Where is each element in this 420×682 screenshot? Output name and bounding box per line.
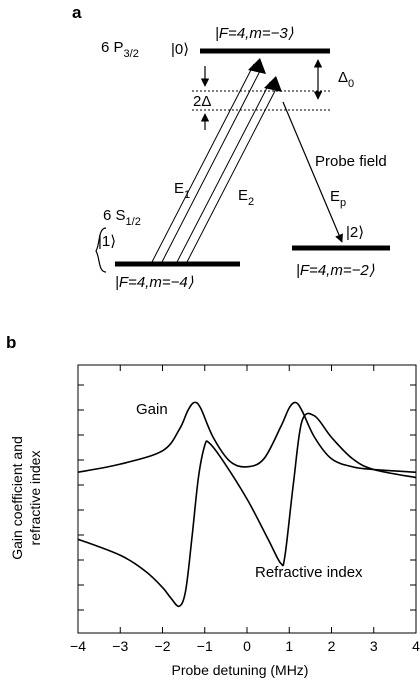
e1-arrow bbox=[151, 58, 266, 263]
x-tick-label: 2 bbox=[328, 638, 336, 654]
probe-field-label: Probe field bbox=[315, 153, 387, 170]
x-tick-label: −2 bbox=[155, 638, 171, 654]
level-2-ket: |2⟩ bbox=[346, 224, 364, 241]
term-excited: 6 P3/2 bbox=[101, 39, 139, 60]
gain-curve bbox=[77, 401, 417, 473]
panel-label-a: a bbox=[72, 3, 82, 22]
y-ticks bbox=[78, 384, 416, 611]
y-axis-title-line2: refractive index bbox=[27, 451, 43, 546]
series-layer bbox=[77, 401, 417, 608]
x-tick-label: −3 bbox=[112, 638, 128, 654]
x-tick-label: 3 bbox=[370, 638, 378, 654]
term-ground: 6 S1/2 bbox=[103, 207, 141, 228]
level-2-quantum: |F=4,m=−2⟩ bbox=[296, 262, 375, 279]
x-tick-labels: −4 −3 −2 −1 0 1 2 3 4 bbox=[70, 638, 420, 654]
x-tick-label: 4 bbox=[412, 638, 420, 654]
level-1-ket: |1⟩ bbox=[98, 233, 116, 250]
delta0-label: Δ0 bbox=[338, 69, 354, 90]
x-ticks bbox=[77, 365, 417, 633]
gain-curve-label: Gain bbox=[136, 401, 168, 418]
x-tick-label: −4 bbox=[70, 638, 86, 654]
level-0-ket: |0⟩ bbox=[171, 41, 189, 58]
ground-brace bbox=[95, 227, 107, 273]
e2-arrow bbox=[176, 76, 282, 263]
ep-label: Ep bbox=[330, 188, 346, 209]
two-delta-label: 2Δ bbox=[193, 93, 211, 110]
refractive-index-curve bbox=[77, 412, 417, 608]
x-tick-label: 0 bbox=[243, 638, 251, 654]
level-0-quantum: |F=4,m=−3⟩ bbox=[215, 25, 294, 42]
x-tick-label: 1 bbox=[285, 638, 293, 654]
x-tick-label: −1 bbox=[197, 638, 213, 654]
probe-arrow bbox=[282, 101, 343, 243]
x-axis-title: Probe detuning (MHz) bbox=[172, 662, 309, 678]
level-1-quantum: |F=4,m=−4⟩ bbox=[115, 274, 194, 291]
e2-label: E2 bbox=[238, 187, 254, 208]
refractive-curve-label: Refractive index bbox=[255, 564, 363, 581]
e1-label: E1 bbox=[174, 180, 190, 201]
panel-label-b: b bbox=[6, 333, 16, 352]
y-axis-title-line1: Gain coefficient and bbox=[9, 436, 25, 560]
